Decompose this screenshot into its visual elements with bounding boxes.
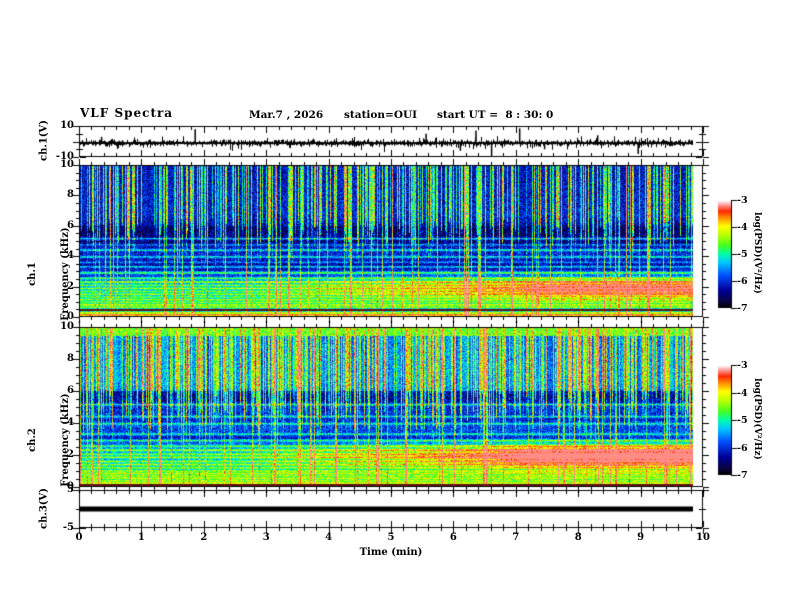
colorbar-tick-label: -7: [737, 470, 748, 481]
x-tick-label: 7: [512, 532, 520, 543]
ch2-spectrogram-panel: [71, 319, 711, 495]
x-tick-label: 2: [200, 532, 208, 543]
y-tick-label: 4: [67, 250, 74, 262]
y-tick-label: 10: [60, 120, 74, 131]
x-tick-label: 8: [574, 532, 582, 543]
ch1-axis-label-line1: ch.1: [27, 262, 38, 286]
time-axis-label: Time (min): [359, 547, 423, 558]
y-tick-label: 8: [67, 353, 74, 364]
x-tick-label: 10: [696, 532, 710, 543]
y-tick-label: 10: [60, 321, 74, 332]
colorbar-tick-label: -3: [737, 360, 748, 371]
colorbar-tick-label: -3: [737, 195, 748, 206]
colorbar-tick-label: -7: [737, 303, 748, 314]
figure-title: VLF Spectra: [80, 106, 174, 120]
y-tick-label: -5: [62, 522, 74, 533]
y-tick-label: 5: [67, 484, 74, 495]
y-tick-label: 2: [67, 280, 74, 292]
y-tick-label: 8: [67, 189, 74, 201]
x-tick-label: 6: [449, 532, 457, 543]
ch1-colorbar: [714, 192, 744, 316]
colorbar-tick-label: -6: [737, 442, 748, 454]
y-tick-label: 0: [67, 481, 74, 492]
ch2-axis-label-line2: Frequency (kHz): [60, 393, 71, 487]
ch3-voltage-panel: [71, 482, 711, 536]
x-tick-label: 9: [637, 532, 645, 543]
x-tick-label: 5: [387, 532, 395, 543]
ch2-axis-label-line1: ch.2: [27, 428, 38, 452]
y-tick-label: 2: [67, 449, 74, 460]
y-tick-label: 6: [67, 385, 74, 396]
y-tick-label: 0: [67, 311, 74, 322]
x-tick-label: 1: [137, 532, 145, 543]
ch1-spectrogram-panel: [71, 157, 711, 325]
ch2-colorbar: [714, 357, 744, 483]
y-tick-label: -10: [55, 151, 74, 162]
y-tick-label: 4: [67, 417, 74, 428]
colorbar-tick-label: -5: [737, 415, 748, 426]
x-tick-label: 0: [75, 532, 83, 543]
y-tick-label: 10: [60, 159, 74, 170]
x-tick-label: 4: [325, 532, 333, 543]
colorbar-tick-label: -4: [737, 222, 748, 233]
colorbar-tick-label: -4: [737, 387, 748, 399]
x-tick-label: 3: [262, 532, 270, 543]
colorbar-tick-label: -5: [737, 249, 748, 260]
colorbar-tick-label: -6: [737, 276, 748, 287]
y-tick-label: 6: [67, 219, 74, 231]
